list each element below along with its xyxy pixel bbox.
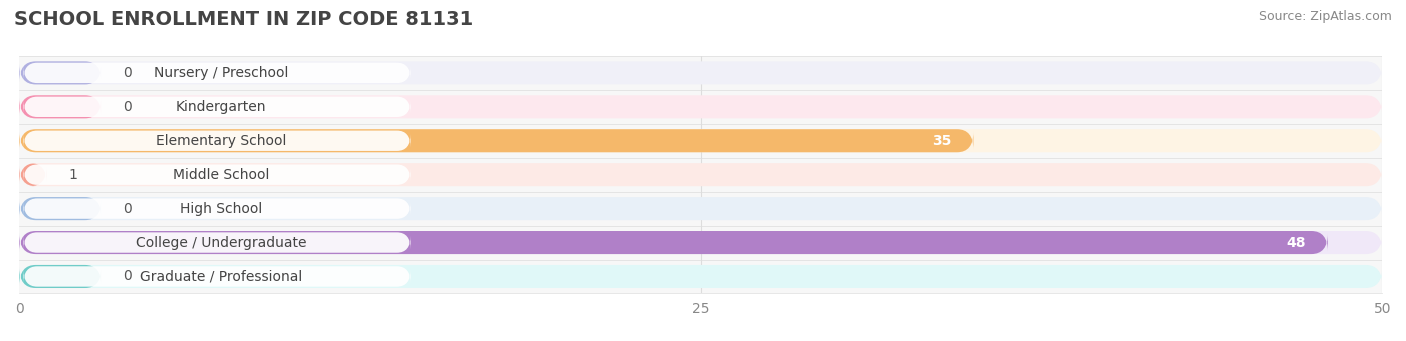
Text: 0: 0 <box>122 66 132 80</box>
Text: 1: 1 <box>69 168 77 182</box>
Text: Source: ZipAtlas.com: Source: ZipAtlas.com <box>1258 10 1392 23</box>
FancyBboxPatch shape <box>24 131 411 151</box>
FancyBboxPatch shape <box>20 265 101 288</box>
FancyBboxPatch shape <box>20 163 46 186</box>
FancyBboxPatch shape <box>20 197 1382 220</box>
FancyBboxPatch shape <box>20 129 973 152</box>
Text: College / Undergraduate: College / Undergraduate <box>136 236 307 250</box>
FancyBboxPatch shape <box>20 197 101 220</box>
FancyBboxPatch shape <box>20 265 1382 288</box>
Text: Kindergarten: Kindergarten <box>176 100 266 114</box>
Text: 35: 35 <box>932 134 952 148</box>
FancyBboxPatch shape <box>24 266 411 287</box>
Text: 0: 0 <box>122 269 132 283</box>
FancyBboxPatch shape <box>20 129 1382 152</box>
FancyBboxPatch shape <box>24 164 411 185</box>
FancyBboxPatch shape <box>20 163 1382 186</box>
Text: High School: High School <box>180 202 262 216</box>
FancyBboxPatch shape <box>20 231 1327 254</box>
FancyBboxPatch shape <box>24 63 411 83</box>
FancyBboxPatch shape <box>20 61 101 85</box>
Text: 48: 48 <box>1286 236 1306 250</box>
Text: 0: 0 <box>122 202 132 216</box>
Text: SCHOOL ENROLLMENT IN ZIP CODE 81131: SCHOOL ENROLLMENT IN ZIP CODE 81131 <box>14 10 474 29</box>
Text: Elementary School: Elementary School <box>156 134 287 148</box>
FancyBboxPatch shape <box>20 61 1382 85</box>
Text: Graduate / Professional: Graduate / Professional <box>141 269 302 283</box>
Text: 0: 0 <box>122 100 132 114</box>
FancyBboxPatch shape <box>24 97 411 117</box>
FancyBboxPatch shape <box>20 95 101 118</box>
FancyBboxPatch shape <box>24 198 411 219</box>
FancyBboxPatch shape <box>24 232 411 253</box>
Text: Middle School: Middle School <box>173 168 270 182</box>
FancyBboxPatch shape <box>20 231 1382 254</box>
FancyBboxPatch shape <box>20 95 1382 118</box>
Text: Nursery / Preschool: Nursery / Preschool <box>153 66 288 80</box>
